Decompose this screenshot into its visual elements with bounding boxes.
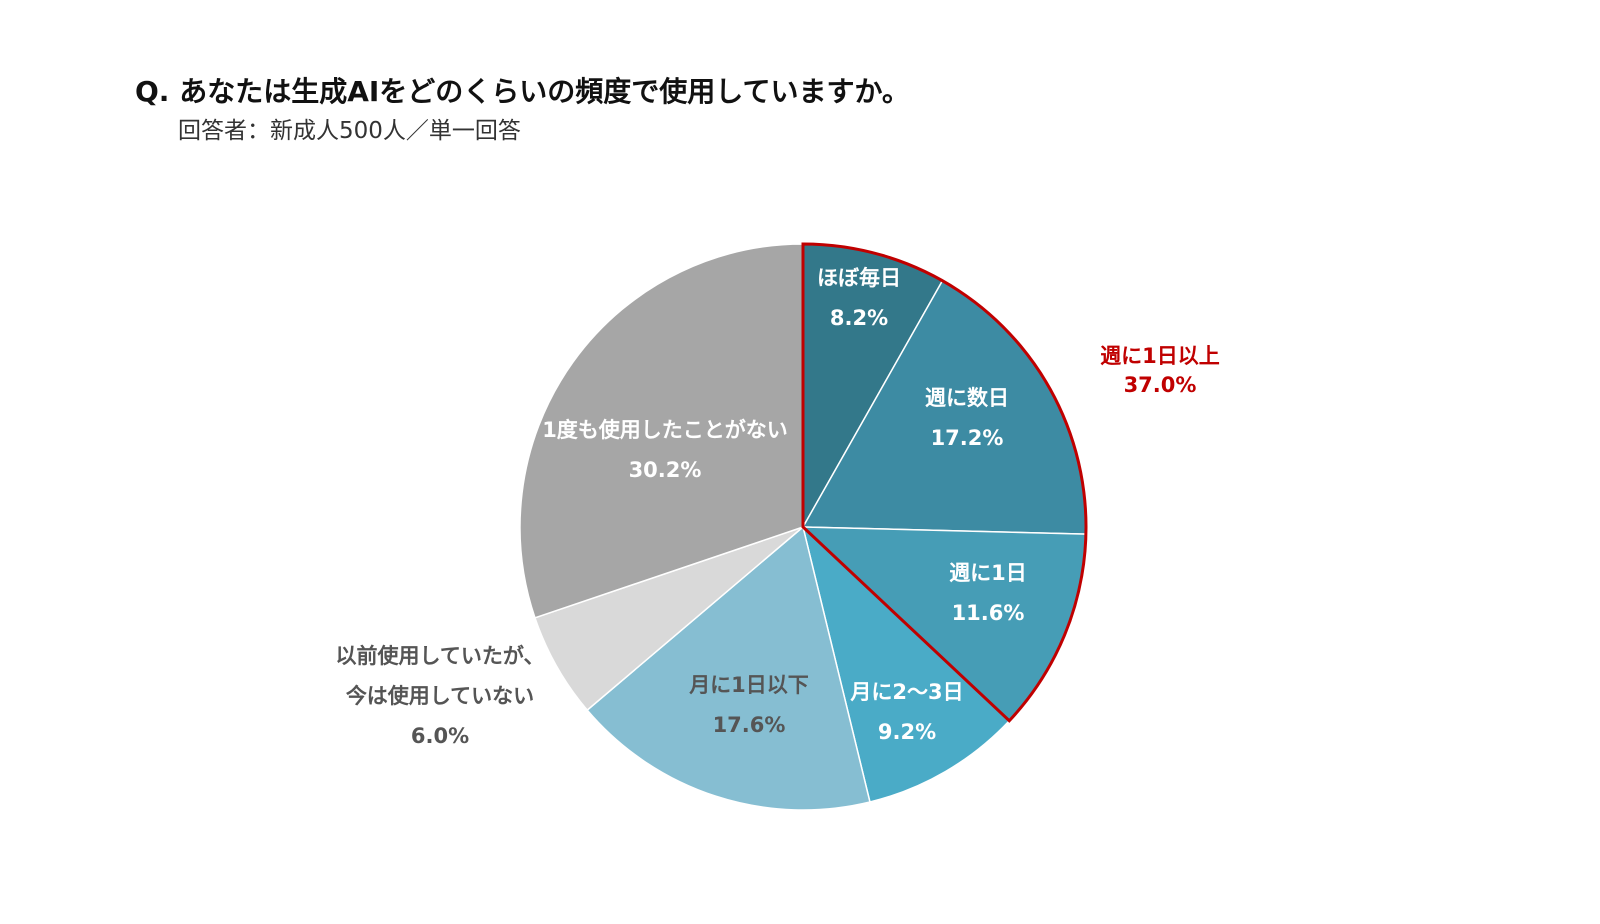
slice-value-daily: 8.2% (830, 306, 888, 330)
slice-label-2-3-per-month: 月に2〜3日 (849, 680, 963, 704)
slice-label-used-before-not-now: 以前使用していたが、 (336, 644, 545, 668)
slice-value-once-per-week: 11.6% (952, 601, 1025, 625)
slice-label-never-used: 1度も使用したことがない (542, 418, 788, 442)
slice-value-several-per-week: 17.2% (931, 426, 1004, 450)
pie-slice-once-or-less-per-month (586, 525, 871, 811)
slice-value-2-3-per-month: 9.2% (878, 720, 936, 744)
slice-label-once-per-week: 週に1日 (949, 561, 1027, 585)
group-highlight-label: 週に1日以上 (1100, 344, 1220, 368)
slice-label-used-before-not-now: 今は使用していない (346, 684, 534, 708)
slice-label-several-per-week: 週に数日 (925, 386, 1009, 410)
slice-value-never-used: 30.2% (629, 458, 702, 482)
slice-label-once-or-less-per-month: 月に1日以下 (688, 673, 809, 697)
slice-value-used-before-not-now: 6.0% (411, 724, 469, 748)
pie-slice-2-3-per-month (801, 524, 1011, 803)
page-title: Q. あなたは生成AIをどのくらいの頻度で使用していますか。 (135, 75, 910, 108)
slice-label-daily: ほぼ毎日 (817, 266, 901, 290)
page-subtitle: 回答者：新成人500人／単一回答 (178, 118, 521, 144)
group-highlight-value: 37.0% (1124, 373, 1197, 397)
slice-value-once-or-less-per-month: 17.6% (713, 713, 786, 737)
pie-slice-never-used (519, 243, 804, 619)
group-highlight-outline (801, 242, 1088, 723)
